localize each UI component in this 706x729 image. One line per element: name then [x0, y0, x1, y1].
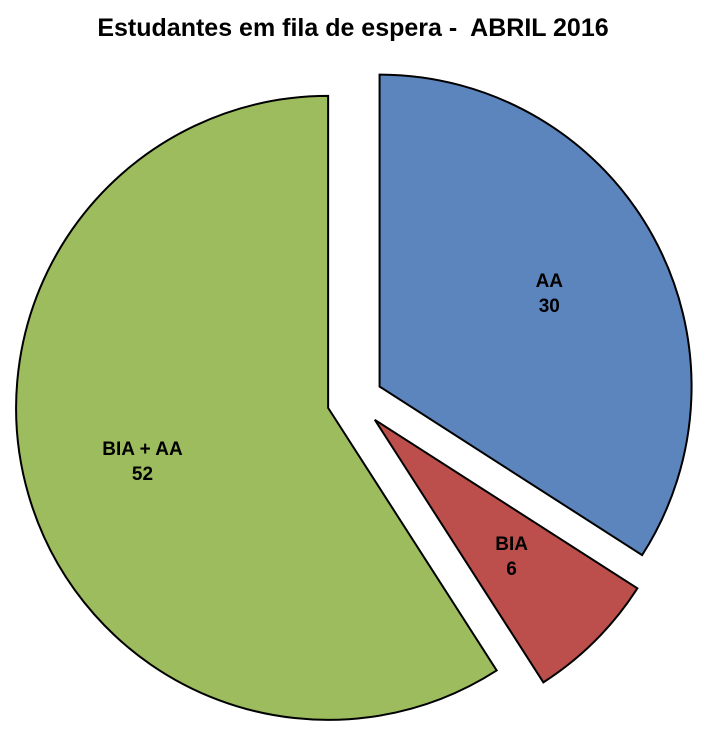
pie-slice-bia[interactable] [373, 418, 639, 684]
pie-slice-bia-aa[interactable] [15, 94, 499, 721]
pie-slice-aa[interactable] [378, 73, 693, 557]
chart-title: Estudantes em fila de espera - ABRIL 201… [97, 14, 609, 42]
pie-slices-group [15, 73, 693, 721]
